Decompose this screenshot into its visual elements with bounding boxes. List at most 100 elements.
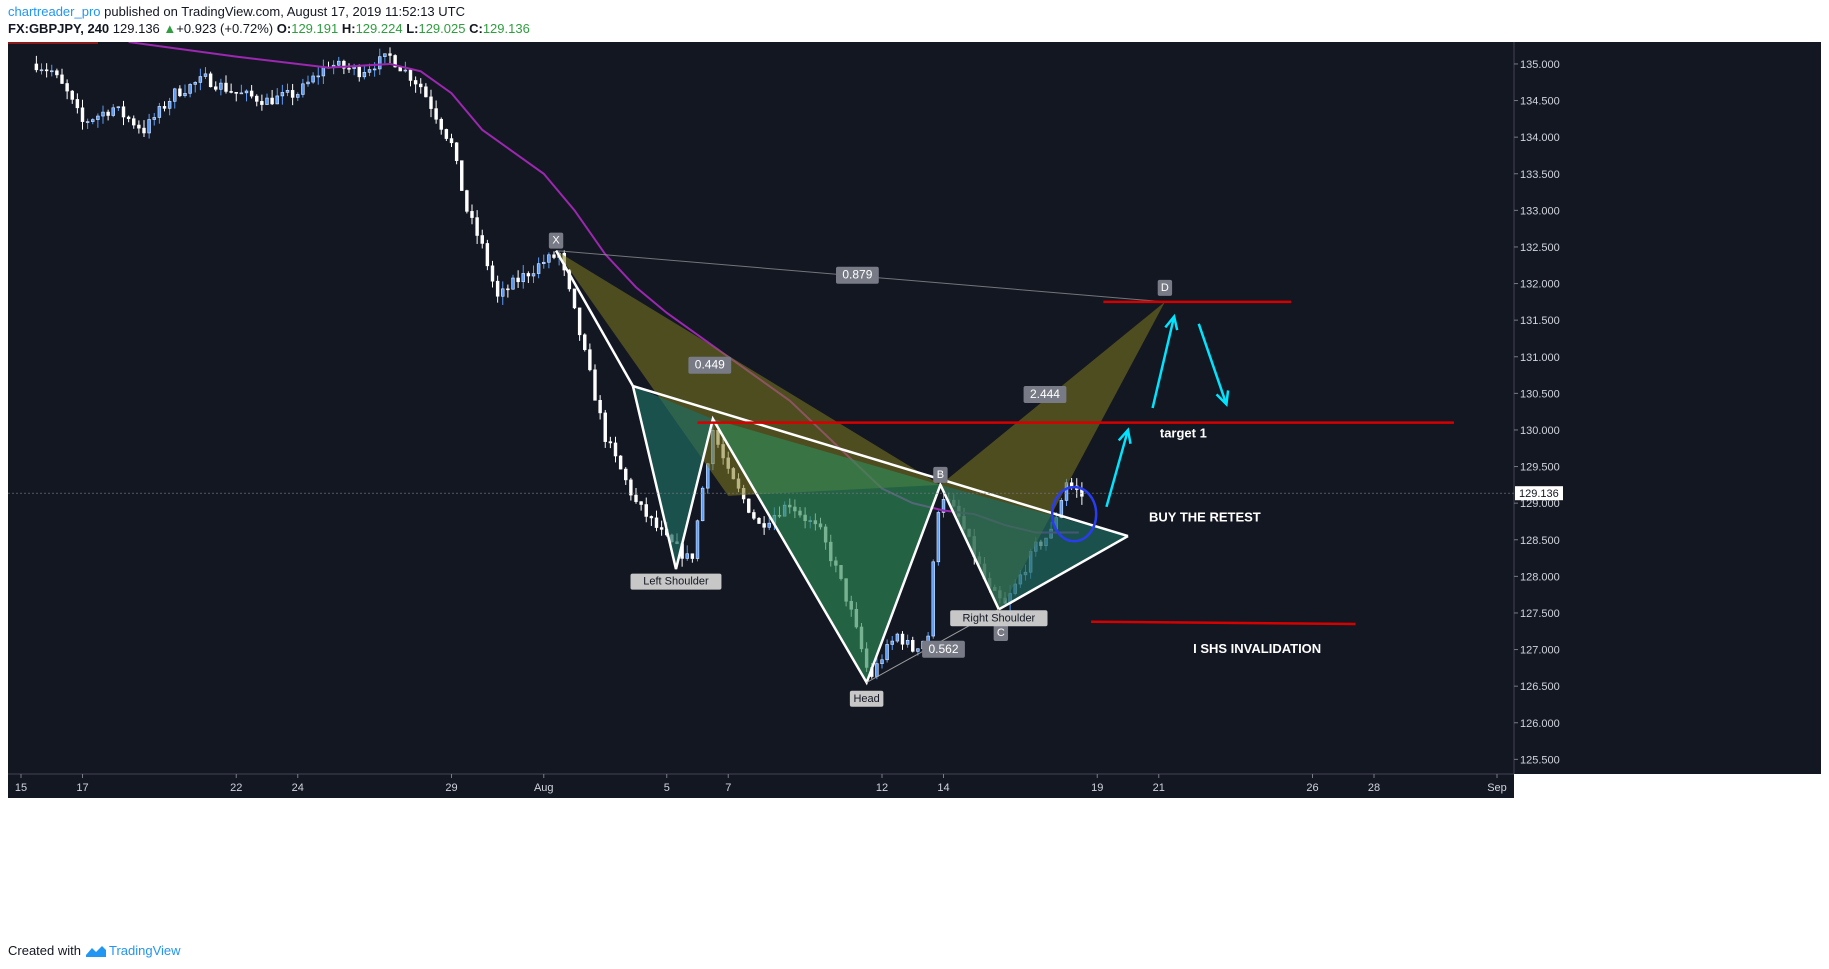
candle (747, 498, 751, 513)
candle (649, 516, 654, 519)
candle (583, 334, 587, 350)
candle (249, 90, 254, 97)
candle (588, 349, 592, 371)
candle (316, 75, 320, 78)
candle (193, 82, 197, 85)
candle (265, 97, 269, 105)
harmonic-ratio: 0.562 (928, 642, 958, 656)
candle (157, 106, 162, 118)
candlestick-chart[interactable]: 125.500 126.000 126.500 127.000 127.500 128.0… (0, 41, 1829, 933)
candle (629, 479, 633, 496)
candle (700, 487, 705, 522)
ohlc-line: FX:GBPJPY, 240 129.136 ▲+0.923 (+0.72%) … (8, 21, 530, 36)
y-tick-label: 130.500 (1520, 388, 1560, 400)
arrow-line (1105, 429, 1130, 508)
y-tick-label: 128.000 (1520, 571, 1560, 583)
x-tick-label: 28 (1368, 782, 1380, 794)
candle (208, 73, 213, 88)
candle (495, 280, 500, 297)
candle (285, 90, 290, 93)
candle (224, 82, 228, 92)
up-triangle-icon: ▲ (163, 21, 177, 36)
harmonic-ratio-box (922, 640, 965, 658)
candle (654, 517, 659, 528)
shs-label-box (849, 690, 884, 707)
candle (752, 512, 756, 519)
candle (357, 66, 361, 78)
candle (521, 273, 525, 283)
candle (690, 553, 695, 559)
candle (916, 648, 920, 652)
candle (55, 70, 59, 76)
candle (424, 86, 428, 98)
arrow-head-icon (1117, 427, 1132, 444)
candle (388, 53, 392, 56)
harmonic-label-x: X (552, 235, 560, 247)
author-link[interactable]: chartreader_pro (8, 4, 101, 19)
arrow-head-icon (1215, 390, 1230, 408)
chart-header: chartreader_pro published on TradingView… (0, 0, 1829, 42)
x-tick-label: 29 (445, 782, 457, 794)
shs-right-shoulder (940, 484, 1128, 610)
candle (311, 75, 315, 83)
candle (244, 90, 249, 94)
harmonic-ratio: 2.444 (1030, 387, 1060, 401)
y-tick-label: 132.500 (1520, 242, 1560, 254)
x-tick-label: 7 (725, 782, 731, 794)
tradingview-brand[interactable]: TradingView (108, 943, 181, 958)
candle (383, 53, 387, 57)
candle (552, 254, 556, 258)
candle (270, 97, 274, 105)
candle (480, 235, 484, 244)
high-value: 129.224 (355, 21, 403, 36)
candle (147, 119, 151, 134)
y-tick-label: 130.000 (1520, 425, 1560, 437)
y-tick-label: 129.000 (1520, 498, 1560, 510)
candle (941, 499, 946, 513)
candle (367, 69, 372, 73)
shs-lower-line (998, 535, 1129, 611)
candle (536, 263, 541, 274)
candle (167, 101, 172, 109)
y-tick-label: 133.500 (1520, 169, 1560, 181)
candle (111, 107, 115, 116)
x-tick-label: 21 (1153, 782, 1165, 794)
chart-area[interactable]: 125.500 126.000 126.500 127.000 127.500 128.0… (0, 41, 1829, 933)
x-tick-label: 22 (230, 782, 242, 794)
candle (613, 442, 618, 457)
low-label: L: (406, 21, 419, 36)
harmonic-label-c-box (993, 624, 1009, 641)
candle (75, 99, 80, 109)
y-tick-label: 129.500 (1520, 462, 1560, 474)
shs-outline (631, 385, 1000, 686)
candle (85, 121, 90, 123)
x-tick-label: 12 (876, 782, 888, 794)
candle (475, 217, 479, 236)
chart-footer: Created with TradingView (0, 933, 1829, 969)
candle (378, 56, 382, 70)
candle (142, 127, 146, 134)
price-change: +0.923 (+0.72%) (176, 21, 274, 36)
candle (80, 107, 85, 122)
y-tick-label: 131.000 (1520, 352, 1560, 364)
shs-label: Left Shoulder (643, 576, 709, 588)
candle (347, 67, 351, 70)
shs-label-box (950, 610, 1048, 627)
candle (1069, 482, 1074, 487)
candle (516, 277, 520, 283)
candle (506, 288, 510, 291)
last-price-badge-label: 129.136 (1519, 488, 1559, 500)
candle (121, 106, 126, 118)
harmonic-xab (556, 250, 941, 496)
shs-label: Right Shoulder (962, 612, 1035, 624)
created-with: Created with TradingView (8, 943, 181, 958)
candle (275, 95, 279, 105)
symbol-label: FX:GBPJPY, 240 (8, 21, 110, 36)
y-tick-label: 127.000 (1520, 645, 1560, 657)
shs-left-shoulder (632, 386, 713, 570)
harmonic-ratio: 0.879 (842, 268, 872, 282)
candle (542, 261, 546, 264)
harmonic-label-b-box (933, 466, 948, 483)
candle (593, 369, 597, 401)
created-with-label: Created with (8, 943, 81, 958)
